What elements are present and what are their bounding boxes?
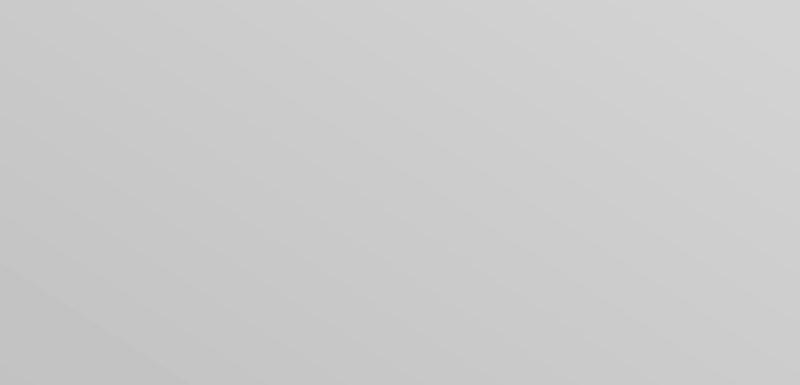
Text: 3600 N/C: 3600 N/C	[84, 274, 166, 288]
Text: 2400 N/C: 2400 N/C	[84, 147, 166, 161]
Text: The two plates of a capacitor are separated by a distance d=10⁻³ m. The capacita: The two plates of a capacitor are separa…	[10, 27, 775, 40]
Text: 1000 N/C: 1000 N/C	[84, 337, 166, 352]
Text: 2000 N/C: 2000 N/C	[84, 210, 166, 225]
Text: is 5 μF and the charge on its positive plate is 5 μC. The electric field between: is 5 μF and the charge on its positive p…	[10, 85, 694, 98]
